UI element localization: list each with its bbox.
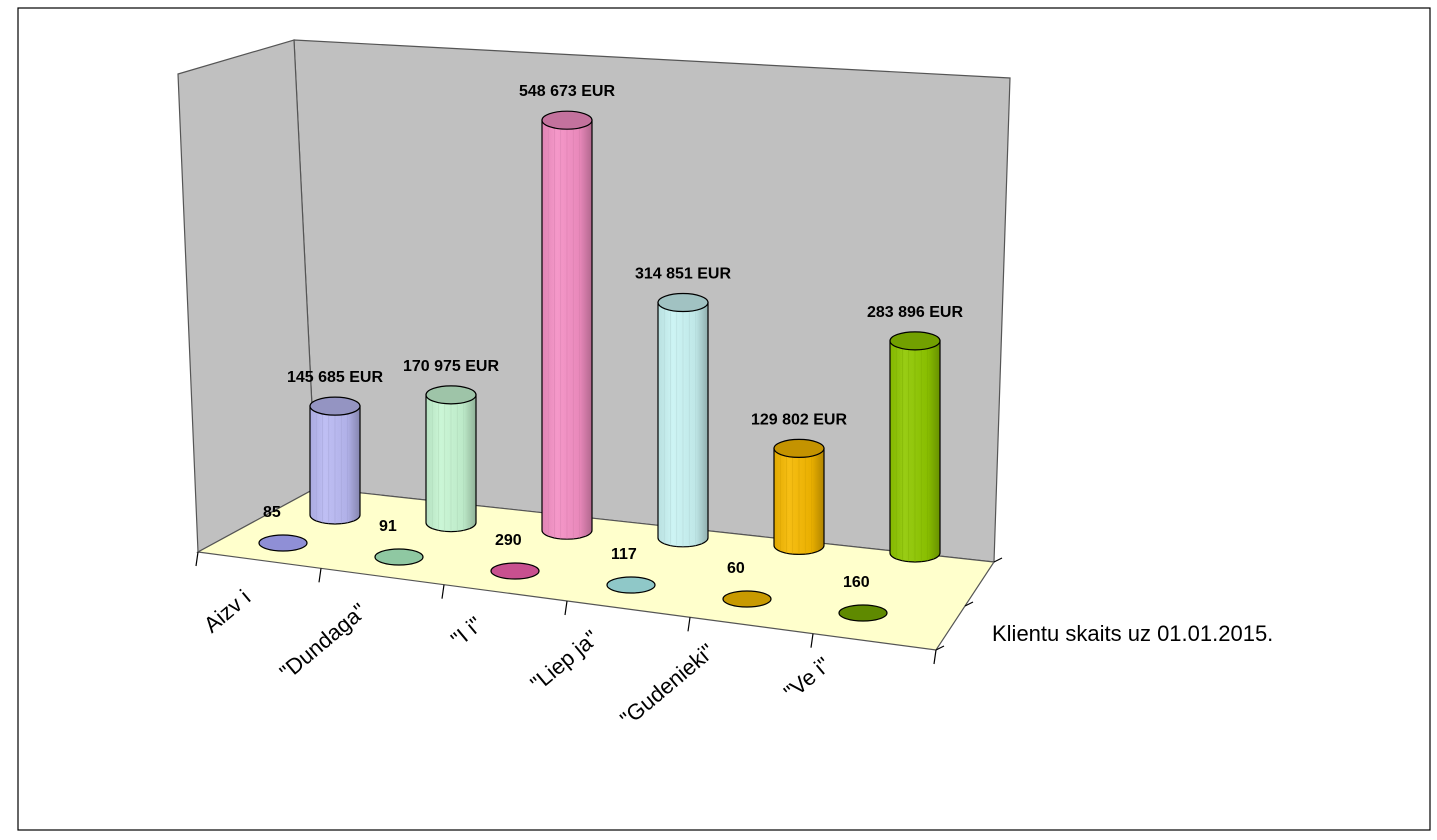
axis-tick (810, 633, 814, 648)
bar-top (309, 396, 361, 416)
axis-tick (687, 617, 691, 632)
count-marker-2 (490, 562, 540, 580)
count-marker-4 (722, 590, 772, 608)
count-value-label: 60 (727, 560, 745, 577)
bar-value-label: 145 685 EUR (287, 369, 384, 386)
bar-top (425, 385, 477, 405)
axis-tick (564, 600, 568, 616)
depth-tick (964, 601, 974, 607)
count-marker-0 (258, 534, 308, 552)
count-marker-5 (838, 604, 888, 622)
count-value-label: 91 (379, 518, 397, 535)
side-wall (177, 39, 317, 553)
bar-4 (773, 438, 825, 555)
axis-tick (195, 551, 199, 567)
bar-value-label: 170 975 EUR (403, 358, 500, 375)
count-value-label: 117 (611, 546, 637, 563)
count-value-label: 290 (495, 532, 522, 549)
bar-value-label: 283 896 EUR (867, 304, 964, 321)
depth-tick (935, 645, 945, 651)
depth-tick (993, 557, 1003, 563)
bar-value-label: 129 802 EUR (751, 411, 848, 428)
count-value-label: 85 (263, 504, 281, 521)
bar-5 (889, 331, 941, 563)
bar-top (541, 110, 593, 130)
bars-layer (258, 110, 941, 622)
bar-2 (541, 110, 593, 540)
axis-tick (318, 568, 322, 583)
bar-1 (425, 385, 477, 533)
bar-top (773, 438, 825, 459)
bar-value-label: 314 851 EUR (635, 266, 732, 283)
axis-tick (441, 584, 445, 599)
bar-top (889, 331, 941, 351)
bar-3 (657, 292, 709, 548)
bar-value-label: 548 673 EUR (519, 83, 616, 100)
series-legend-label: Klientu skaits uz 01.01.2015. (992, 621, 1273, 646)
count-marker-3 (606, 576, 656, 594)
axis-ticks (195, 551, 1003, 665)
bar-0 (309, 396, 361, 525)
count-value-label: 160 (843, 574, 870, 591)
bar-top (657, 292, 709, 313)
count-marker-1 (374, 548, 424, 566)
axis-tick (933, 649, 937, 665)
